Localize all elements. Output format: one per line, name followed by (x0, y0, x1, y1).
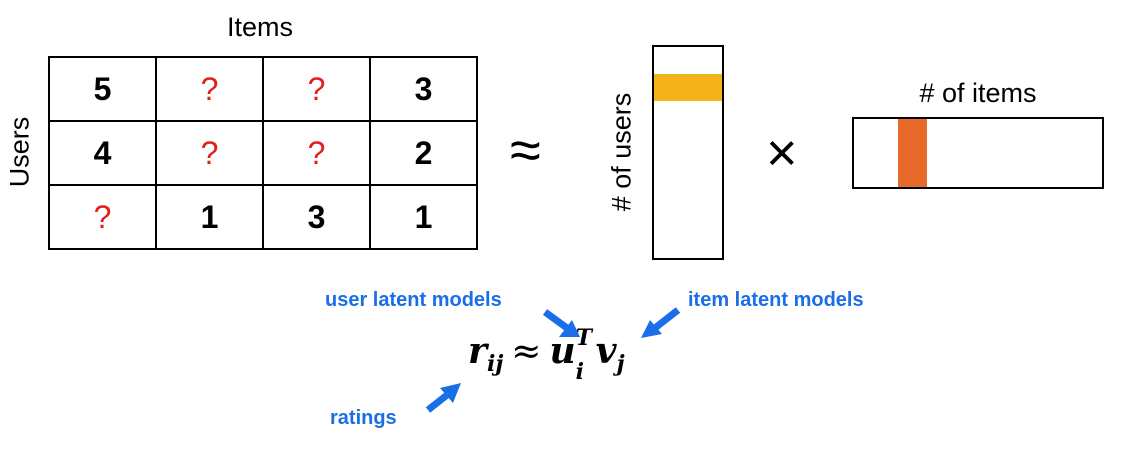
formula-u-subscript: i (575, 359, 585, 385)
rating-cell: 5 (48, 56, 157, 122)
ratings-label: ratings (330, 407, 397, 429)
unknown-rating-cell: ? (262, 120, 371, 186)
user-latent-models-label: user latent models (325, 289, 502, 311)
rating-cell: 3 (262, 184, 371, 250)
user-row-highlight (654, 74, 722, 101)
formula-approx: ≈ (511, 331, 542, 372)
items-count-label: # of items (919, 78, 1037, 108)
user-factor-matrix (652, 45, 724, 260)
formula-r: r (468, 330, 487, 372)
formula-r-subscript: ij (486, 351, 504, 378)
rating-cell: 3 (369, 56, 478, 122)
unknown-rating-cell: ? (155, 120, 264, 186)
item-factor-matrix (852, 117, 1104, 189)
times-symbol: × (766, 123, 798, 183)
item-latent-models-label: item latent models (688, 289, 864, 311)
item-column-highlight (898, 119, 927, 187)
rating-cell: 2 (369, 120, 478, 186)
items-axis-label: Items (226, 12, 293, 42)
formula-v-subscript: j (616, 351, 625, 378)
item-latent-arrow-icon (641, 307, 681, 338)
ratings-arrow-icon (425, 383, 461, 413)
unknown-rating-cell: ? (262, 56, 371, 122)
unknown-rating-cell: ? (48, 184, 157, 250)
matrix-row: 4?? 2 (48, 120, 478, 186)
rating-cell: 1 (155, 184, 264, 250)
rating-matrix: 5?? 3 4?? 2? 1 3 1 (48, 56, 478, 250)
matrix-row: 5?? 3 (48, 56, 478, 122)
rating-cell: 1 (369, 184, 478, 250)
matrix-row: ? 1 3 1 (48, 184, 478, 250)
rating-cell: 4 (48, 120, 157, 186)
formula-v: v (595, 330, 617, 372)
user-latent-arrow-icon (542, 309, 580, 337)
formula-u-superscript: T (575, 325, 593, 351)
unknown-rating-cell: ? (155, 56, 264, 122)
approx-symbol: ≈ (510, 118, 541, 181)
